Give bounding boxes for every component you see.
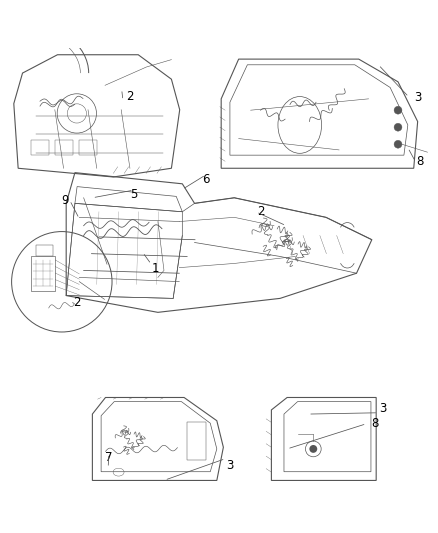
Text: 5: 5 — [130, 188, 138, 201]
Text: 8: 8 — [416, 155, 424, 168]
Bar — [79, 140, 97, 155]
Text: 3: 3 — [414, 91, 421, 103]
Circle shape — [394, 106, 402, 114]
Circle shape — [309, 445, 317, 453]
Bar — [187, 422, 206, 459]
Text: 6: 6 — [202, 173, 210, 185]
Text: 1: 1 — [152, 262, 159, 275]
Text: 9: 9 — [62, 193, 69, 207]
Bar — [31, 140, 49, 155]
Text: 3: 3 — [379, 402, 386, 415]
Text: 2: 2 — [126, 90, 133, 103]
Text: 7: 7 — [105, 451, 113, 464]
Circle shape — [394, 140, 402, 148]
Bar — [35, 245, 53, 256]
Circle shape — [394, 123, 402, 131]
Text: 3: 3 — [226, 459, 233, 472]
Text: 2: 2 — [257, 205, 264, 219]
Bar — [55, 140, 73, 155]
Text: 2: 2 — [73, 296, 81, 309]
Bar — [31, 256, 55, 290]
Text: 8: 8 — [371, 417, 379, 430]
